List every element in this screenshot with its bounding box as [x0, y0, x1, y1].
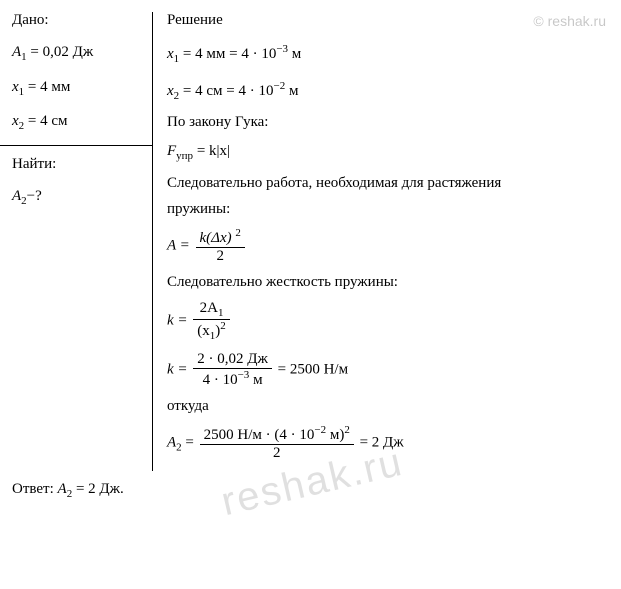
num-text: k(Δx): [200, 230, 236, 246]
fraction-k: 2A1 (x1)2: [193, 300, 230, 342]
conv-mid: = 4 см = 4 · 10: [179, 83, 273, 99]
num-a: 2500 Н/м · (4 · 10: [204, 427, 315, 443]
solution-column: Решение x1 = 4 мм = 4 · 10−3 м x2 = 4 см…: [152, 12, 621, 471]
answer-value: = 2 Дж.: [72, 481, 124, 497]
conv-x2: x2 = 4 см = 4 · 10−2 м: [167, 78, 621, 105]
whence-text: откуда: [167, 398, 621, 415]
answer-label: Ответ:: [12, 481, 58, 497]
answer-row: Ответ: A2 = 2 Дж.: [0, 471, 621, 500]
eq-kx: = k|x|: [193, 143, 230, 159]
sub-upr: упр: [176, 150, 193, 162]
unit-m: м: [249, 372, 262, 388]
var-x: x: [12, 113, 19, 129]
conv-x1: x1 = 4 мм = 4 · 10−3 м: [167, 41, 621, 68]
var-A: A: [167, 434, 176, 450]
var-x: x: [167, 83, 174, 99]
hooke-formula: Fупр = k|x|: [167, 140, 621, 165]
var-x: x: [167, 46, 174, 62]
eq-k: k =: [167, 361, 191, 377]
den-text: (x: [197, 323, 210, 339]
sup-m2: −2: [314, 424, 326, 436]
k-result: = 2500 Н/м: [278, 361, 348, 377]
given-x1: x1 = 4 мм: [12, 76, 152, 101]
divider-line: [0, 145, 152, 146]
eq-k: k =: [167, 312, 191, 328]
num: 2 · 0,02 Дж: [193, 351, 272, 369]
den: (x1)2: [193, 320, 230, 342]
val-A1: = 0,02 Дж: [27, 44, 94, 60]
hooke-law-text: По закону Гука:: [167, 114, 621, 131]
fraction-A2: 2500 Н/м · (4 · 10−2 м)2 2: [200, 424, 354, 462]
sup-2: 2: [220, 320, 226, 332]
val-x2: = 4 см: [24, 113, 67, 129]
given-x2: x2 = 4 см: [12, 110, 152, 135]
unit-m: м: [288, 46, 301, 62]
eq: =: [182, 434, 198, 450]
problem-container: Дано: A1 = 0,02 Дж x1 = 4 мм x2 = 4 см Н…: [0, 0, 621, 471]
sub-1: 1: [218, 307, 224, 319]
find-q: −?: [27, 188, 42, 204]
work-text-2: пружины:: [167, 201, 621, 218]
fraction-k2: 2 · 0,02 Дж 4 · 10−3 м: [193, 351, 272, 389]
given-title: Дано:: [12, 12, 152, 29]
find-title: Найти:: [12, 156, 152, 173]
den-2: 2: [200, 445, 354, 462]
num-text: 2A: [200, 300, 218, 316]
num: k(Δx) 2: [196, 227, 245, 248]
work-formula: A = k(Δx) 2 2: [167, 227, 621, 265]
unit-m: м: [285, 83, 298, 99]
num: 2500 Н/м · (4 · 10−2 м)2: [200, 424, 354, 445]
sup-m2: −2: [274, 80, 286, 92]
given-A1: A1 = 0,02 Дж: [12, 41, 152, 66]
conv-mid: = 4 мм = 4 · 10: [179, 46, 276, 62]
var-F: F: [167, 143, 176, 159]
A2-result: = 2 Дж: [360, 434, 404, 450]
find-A2: A2−?: [12, 185, 152, 210]
solution-title: Решение: [167, 12, 621, 29]
work-text-1: Следовательно работа, необходимая для ра…: [167, 175, 621, 192]
num: 2A1: [193, 300, 230, 320]
sup-2: 2: [235, 227, 241, 239]
var-A: A: [12, 188, 21, 204]
var-A: A: [58, 481, 67, 497]
var-A: A: [12, 44, 21, 60]
den: 4 · 10−3 м: [193, 369, 272, 389]
val-x1: = 4 мм: [24, 79, 70, 95]
A2-calc: A 2 = 2500 Н/м · (4 · 10−2 м)2 2 = 2 Дж: [167, 424, 621, 462]
num-b: м): [326, 427, 344, 443]
given-column: Дано: A1 = 0,02 Дж x1 = 4 мм x2 = 4 см Н…: [12, 12, 152, 471]
stiffness-text: Следовательно жесткость пружины:: [167, 274, 621, 291]
sup-m3: −3: [238, 369, 250, 381]
den-2: 2: [196, 248, 245, 265]
k-calc: k = 2 · 0,02 Дж 4 · 10−3 м = 2500 Н/м: [167, 351, 621, 389]
k-formula: k = 2A1 (x1)2: [167, 300, 621, 342]
sup-2: 2: [344, 424, 350, 436]
eq-A: A =: [167, 237, 194, 253]
fraction-work: k(Δx) 2 2: [196, 227, 245, 265]
var-x: x: [12, 79, 19, 95]
den-text: 4 · 10: [203, 372, 238, 388]
sup-m3: −3: [276, 43, 288, 55]
